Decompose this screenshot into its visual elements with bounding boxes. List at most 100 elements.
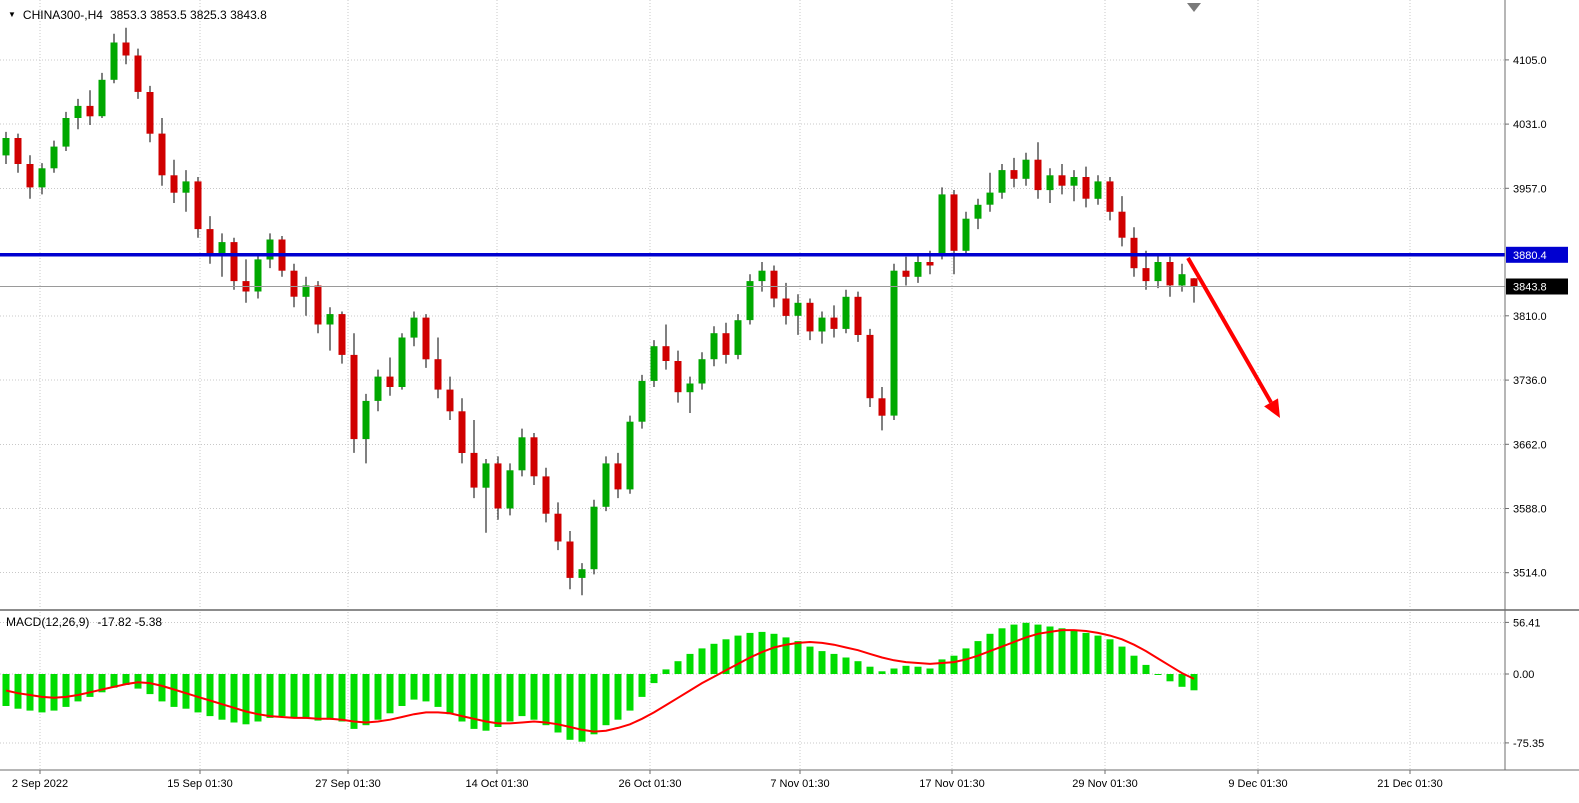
macd-histogram-bar [710,643,718,674]
price-axis-label[interactable]: 3514.0 [1513,568,1547,580]
macd-histogram-bar [518,674,526,717]
chart-shift-marker[interactable] [1187,3,1201,12]
time-axis-label[interactable]: 29 Nov 01:30 [1072,778,1137,790]
macd-histogram-bar [314,674,322,721]
price-axis-label[interactable]: 4105.0 [1513,55,1547,67]
candle-body [26,164,34,188]
macd-histogram-bar [770,633,778,674]
price-axis-label[interactable]: 4031.0 [1513,119,1547,131]
candle-body [1118,211,1126,238]
time-axis-label[interactable]: 17 Nov 01:30 [919,778,984,790]
symbol-info-bar: ▼ CHINA300-,H4 3853.3 3853.5 3825.3 3843… [8,8,267,22]
time-axis-label[interactable]: 14 Oct 01:30 [466,778,529,790]
macd-histogram-bar [854,661,862,674]
price-axis-label[interactable]: 3957.0 [1513,183,1547,195]
price-axis-label[interactable]: 3662.0 [1513,439,1547,451]
candle-body [470,452,478,488]
candle-body [746,281,754,321]
macd-histogram-bar [698,648,706,674]
macd-histogram-bar [926,668,934,674]
macd-histogram-bar [434,674,442,707]
macd-histogram-bar [26,674,34,711]
price-axis-label[interactable]: 3588.0 [1513,504,1547,516]
candle-body [434,359,442,390]
trend-arrow-head[interactable] [1264,398,1280,418]
macd-histogram-bar [566,674,574,740]
time-axis-label[interactable]: 9 Dec 01:30 [1228,778,1287,790]
time-axis-label[interactable]: 2 Sep 2022 [12,778,68,790]
macd-histogram-bar [1010,624,1018,674]
macd-histogram-bar [50,674,58,711]
candle-body [674,361,682,393]
macd-histogram-bar [602,674,610,726]
candle-body [770,270,778,299]
candle-body [1154,262,1162,282]
candle-body [1106,181,1114,212]
candle-body [1082,177,1090,199]
macd-histogram-bar [1142,664,1150,674]
macd-histogram-bar [1106,639,1114,674]
macd-histogram-bar [674,661,682,674]
price-axis-label[interactable]: 3736.0 [1513,375,1547,387]
macd-histogram-bar [686,653,694,674]
macd-histogram-bar [866,666,874,674]
macd-indicator-label: MACD(12,26,9) -17.82 -5.38 [6,615,162,629]
macd-histogram-bar [506,674,514,722]
candle-body [446,389,454,412]
candle-body [794,302,802,316]
price-axis-label[interactable]: 3810.0 [1513,311,1547,323]
macd-signal-line [5,629,1195,733]
candle-body [710,333,718,360]
one-click-trading-expand-icon[interactable]: ▼ [8,10,16,19]
candle-body [722,333,730,355]
macd-histogram-bar [1094,635,1102,674]
candle-body [806,302,814,332]
candle-body [542,476,550,514]
candle-body [134,55,142,92]
candle-body [458,411,466,453]
time-axis-label[interactable]: 21 Dec 01:30 [1377,778,1442,790]
macd-histogram-bar [302,674,310,719]
candle-body [986,192,994,205]
macd-histogram-bar [1070,630,1078,674]
macd-histogram-bar [842,657,850,674]
candle-body [1070,177,1078,186]
macd-histogram-bar [578,674,586,742]
candle-body [410,317,418,338]
candle-body [1058,175,1066,186]
macd-axis-label[interactable]: 56.41 [1513,617,1541,629]
candle-body [506,470,514,509]
macd-histogram-bar [818,651,826,674]
candle-body [482,463,490,488]
macd-histogram-bar [914,666,922,674]
macd-histogram-bar [950,655,958,674]
time-axis-label[interactable]: 26 Oct 01:30 [619,778,682,790]
macd-histogram-bar [590,674,598,735]
trend-arrow-line[interactable] [1186,257,1273,404]
candle-body [170,175,178,193]
current-price-badge [1506,278,1568,295]
symbol-ohlc: 3853.3 3853.5 3825.3 3843.8 [109,8,267,22]
current-price-badge-text: 3843.8 [1513,282,1547,294]
time-axis-label[interactable]: 27 Sep 01:30 [315,778,380,790]
macd-histogram-bar [962,648,970,674]
candle-body [530,437,538,477]
candle-body [290,270,298,297]
candle-body [302,285,310,297]
candle-body [194,181,202,230]
time-axis-label[interactable]: 15 Sep 01:30 [167,778,232,790]
macd-axis-label[interactable]: -75.35 [1513,738,1544,750]
candle-body [950,194,958,251]
macd-histogram-bar [218,674,226,720]
macd-histogram-bar [1178,674,1186,687]
macd-axis-label[interactable]: 0.00 [1513,669,1534,681]
candle-body [626,421,634,490]
time-axis-label[interactable]: 7 Nov 01:30 [770,778,829,790]
candle-body [374,376,382,401]
macd-histogram-bar [350,674,358,729]
candle-body [554,513,562,542]
macd-histogram-bar [74,674,82,702]
macd-histogram-bar [890,668,898,674]
